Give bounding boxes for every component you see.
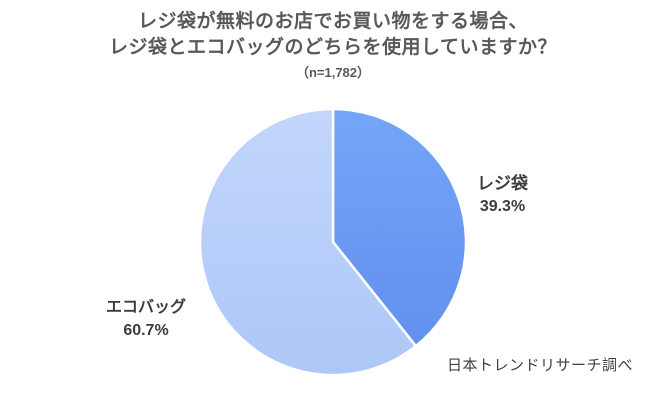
chart-title: レジ袋が無料のお店でお買い物をする場合、 レジ袋とエコバッグのどちらを使用してい…: [0, 9, 666, 61]
slice-label-reji-bukuro: レジ袋 39.3%: [450, 172, 555, 218]
pie-slice-1: [198, 107, 418, 377]
source-credit: 日本トレンドリサーチ調べ: [446, 357, 633, 374]
pie-chart-svg: [198, 107, 468, 377]
slice-name: エコバッグ: [105, 299, 186, 316]
sample-size-label: （n=1,782）: [295, 65, 371, 80]
slice-name: レジ袋: [477, 174, 528, 193]
slice-label-eco-bag: エコバッグ 60.7%: [76, 296, 216, 342]
slice-percent: 39.3%: [479, 198, 526, 215]
slice-percent: 60.7%: [123, 322, 169, 339]
chart-title-line1: レジ袋が無料のお店でお買い物をする場合、: [137, 11, 528, 32]
pie-slice-0: [331, 107, 468, 348]
pie-chart: [197, 106, 469, 378]
chart-title-line2: レジ袋とエコバッグのどちらを使用していますか？: [109, 37, 557, 58]
